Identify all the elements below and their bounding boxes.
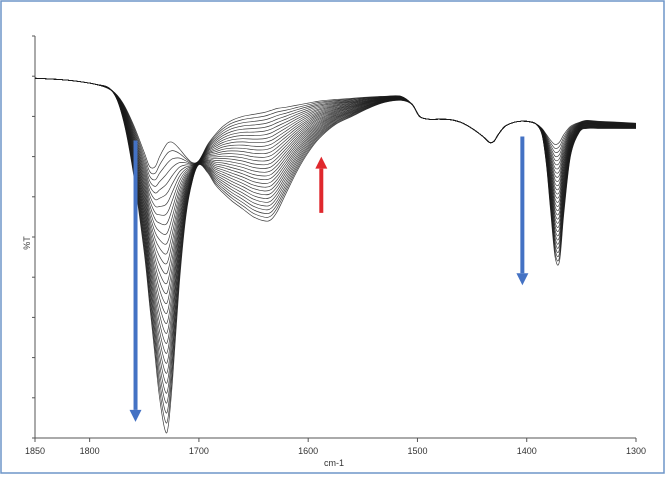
x-tick-label: 1300 <box>626 446 646 456</box>
x-tick-label: 1850 <box>25 446 45 456</box>
x-tick-label: 1500 <box>407 446 427 456</box>
increase-arrow <box>315 157 327 213</box>
spectrum-line <box>35 78 636 186</box>
x-axis-label: cm-1 <box>324 458 344 468</box>
x-tick-label: 1700 <box>189 446 209 456</box>
decrease-arrow-1370 <box>516 137 528 286</box>
y-axis-label: %T <box>22 236 32 250</box>
spectrum-line <box>35 78 636 423</box>
spectrum-line <box>35 78 636 433</box>
x-axis-ticks: 1850 1800 1700 1600 1500 1400 1300 <box>25 438 646 456</box>
x-tick-label: 1600 <box>298 446 318 456</box>
spectra-curves <box>35 78 636 433</box>
x-tick-label: 1400 <box>517 446 537 456</box>
x-tick-label: 1800 <box>80 446 100 456</box>
